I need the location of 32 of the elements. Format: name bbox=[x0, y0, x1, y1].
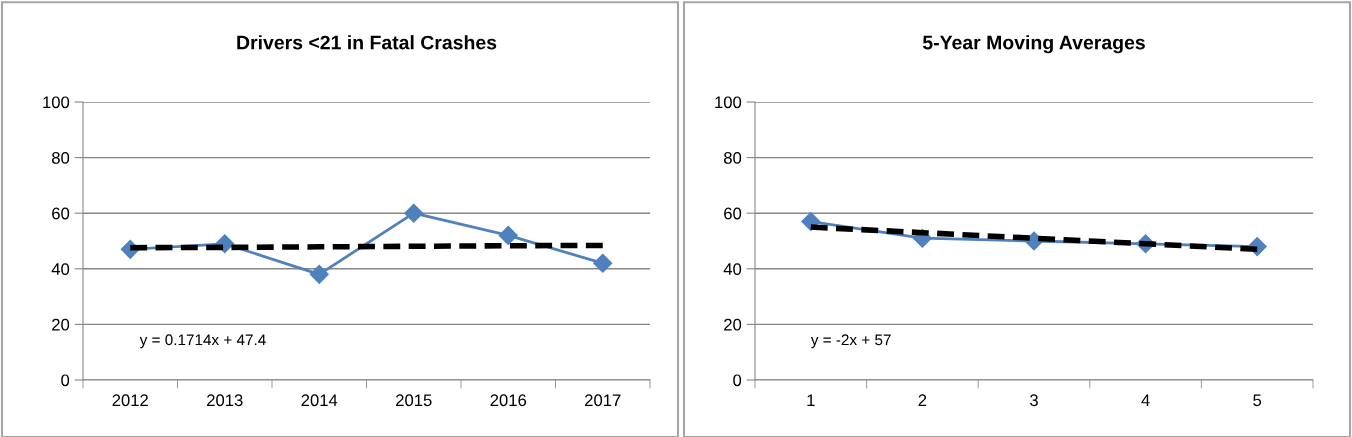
y-tick-label: 80 bbox=[723, 152, 742, 164]
x-tick-label: 2015 bbox=[396, 394, 432, 407]
y-tick-label: 100 bbox=[43, 96, 70, 109]
chart-title: 5-Year Moving Averages bbox=[922, 35, 1145, 54]
x-tick-label: 4 bbox=[1141, 394, 1150, 406]
y-tick-label: 20 bbox=[724, 318, 742, 331]
x-tick-label: 2 bbox=[918, 394, 927, 406]
y-tick-label: 40 bbox=[51, 263, 70, 275]
x-tick-label: 3 bbox=[1030, 394, 1038, 407]
y-tick-label: 40 bbox=[723, 263, 742, 275]
y-tick-label: 60 bbox=[52, 207, 70, 220]
y-tick-label: 80 bbox=[51, 152, 70, 164]
x-tick-label: 2012 bbox=[112, 394, 148, 407]
y-tick-label: 20 bbox=[52, 318, 70, 331]
chart-title: Drivers <21 in Fatal Crashes bbox=[237, 35, 497, 50]
y-tick-label: 0 bbox=[733, 374, 742, 387]
point bbox=[404, 203, 424, 223]
x-tick-label: 5 bbox=[1253, 394, 1262, 407]
x-tick-label: 2016 bbox=[490, 394, 527, 407]
point bbox=[309, 264, 329, 284]
x-tick-label: 2013 bbox=[207, 394, 243, 407]
x-tick-label: 2017 bbox=[585, 394, 621, 407]
point bbox=[801, 212, 821, 232]
y-tick-label: 0 bbox=[61, 374, 70, 387]
x-tick-label: 2014 bbox=[301, 394, 338, 407]
point bbox=[498, 225, 518, 245]
y-tick-label: 100 bbox=[715, 96, 742, 109]
x-tick-label: 1 bbox=[807, 394, 815, 406]
y-tick-label: 60 bbox=[724, 207, 742, 220]
point bbox=[593, 253, 613, 273]
annotation: y = -2x + 57 bbox=[810, 334, 891, 349]
annotation: y = 0.1714x + 47.4 bbox=[139, 334, 266, 349]
